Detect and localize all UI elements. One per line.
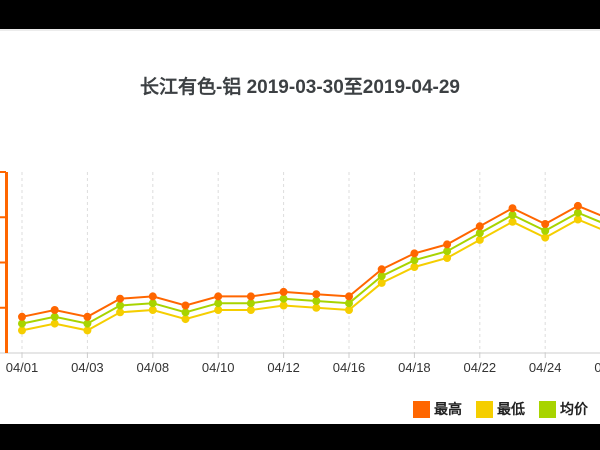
series-highest-marker: [214, 292, 223, 301]
x-axis-label: 04/26: [594, 360, 600, 375]
series-average-marker: [181, 308, 190, 317]
series-average-marker: [443, 247, 452, 256]
x-axis-label: 04/22: [463, 360, 497, 375]
series-lowest-marker: [475, 235, 484, 244]
series-highest-marker: [345, 292, 353, 301]
series-lowest-marker: [443, 254, 452, 262]
series-lowest-marker: [148, 306, 157, 314]
x-axis-label: 04/08: [136, 360, 170, 375]
series-highest: [18, 201, 600, 321]
series-average-marker: [148, 299, 157, 308]
series-lowest-marker: [181, 315, 190, 324]
x-axis-label: 04/10: [201, 360, 235, 375]
series-highest-marker: [116, 294, 125, 303]
series-lowest-marker: [50, 319, 59, 328]
series-average-marker: [410, 256, 419, 265]
series-highest-marker: [246, 292, 255, 301]
series-lowest-marker: [116, 308, 125, 317]
series-highest-marker: [181, 301, 190, 310]
series-lowest-marker: [214, 306, 223, 314]
series-lowest-marker: [345, 306, 353, 314]
series-average: [18, 208, 600, 328]
chart-title: 长江有色-铝 2019-03-30至2019-04-29: [140, 77, 460, 98]
legend-label: 均价: [560, 401, 588, 417]
series-average-marker: [116, 301, 125, 310]
series-average-marker: [214, 299, 223, 308]
series-lowest-marker: [18, 326, 26, 335]
series-lowest-marker: [410, 263, 419, 271]
series-highest-marker: [83, 312, 92, 321]
x-axis-label: 04/12: [267, 360, 300, 375]
series-highest-marker: [573, 201, 582, 210]
series-lowest-marker: [573, 215, 582, 224]
legend-swatch-icon: [476, 400, 493, 418]
series-lowest-marker: [83, 326, 92, 335]
series-average-marker: [312, 297, 321, 305]
series-highest-marker: [508, 204, 517, 213]
series-highest-marker: [279, 287, 288, 296]
series-average-marker: [83, 319, 92, 328]
legend-item-average: 均价: [539, 399, 588, 419]
series-lowest-marker: [541, 233, 550, 242]
series-highest-marker: [50, 306, 59, 314]
series-highest-marker: [475, 222, 484, 231]
series-highest-marker: [541, 220, 550, 228]
letterbox-bottom: [0, 424, 600, 450]
series-average-marker: [541, 226, 550, 235]
series-highest-marker: [443, 240, 452, 249]
legend-label: 最高: [434, 401, 462, 417]
legend-swatch-icon: [539, 400, 556, 418]
series-average-marker: [50, 312, 59, 321]
series-highest-marker: [148, 292, 157, 301]
series-lowest-marker: [279, 301, 288, 310]
x-axis-label: 04/16: [332, 360, 366, 375]
series-average-marker: [246, 299, 255, 308]
series-highest-marker: [410, 249, 419, 258]
series-highest-marker: [18, 312, 26, 321]
x-axis-label: 04/18: [398, 360, 431, 375]
series-lowest-marker: [246, 306, 255, 314]
series-average-marker: [475, 229, 484, 238]
series-average-marker: [279, 294, 288, 303]
series-average-marker: [345, 299, 353, 308]
letterbox-top: [0, 0, 600, 29]
legend-item-lowest: 最低: [476, 399, 525, 419]
series-average-marker: [377, 272, 386, 281]
legend-label: 最低: [497, 401, 525, 417]
series-lowest: [18, 215, 600, 335]
legend-swatch-icon: [413, 400, 430, 418]
chart-legend: 最高 最低 均价: [413, 399, 588, 419]
series-lowest-marker: [312, 303, 321, 312]
panel-top-divider: [0, 29, 600, 31]
legend-item-highest: 最高: [413, 399, 462, 419]
series-average-marker: [508, 211, 517, 219]
series-highest-marker: [377, 265, 386, 274]
series-average-marker: [573, 208, 582, 217]
series-average-marker: [18, 319, 26, 328]
series-lowest-line: [21, 218, 600, 332]
x-axis-label: 04/01: [5, 360, 39, 375]
x-axis-label: 04/03: [71, 360, 104, 375]
x-axis-label: 04/24: [528, 360, 562, 375]
series-highest-marker: [312, 290, 321, 299]
series-lowest-marker: [377, 278, 386, 287]
series-lowest-marker: [508, 217, 517, 226]
